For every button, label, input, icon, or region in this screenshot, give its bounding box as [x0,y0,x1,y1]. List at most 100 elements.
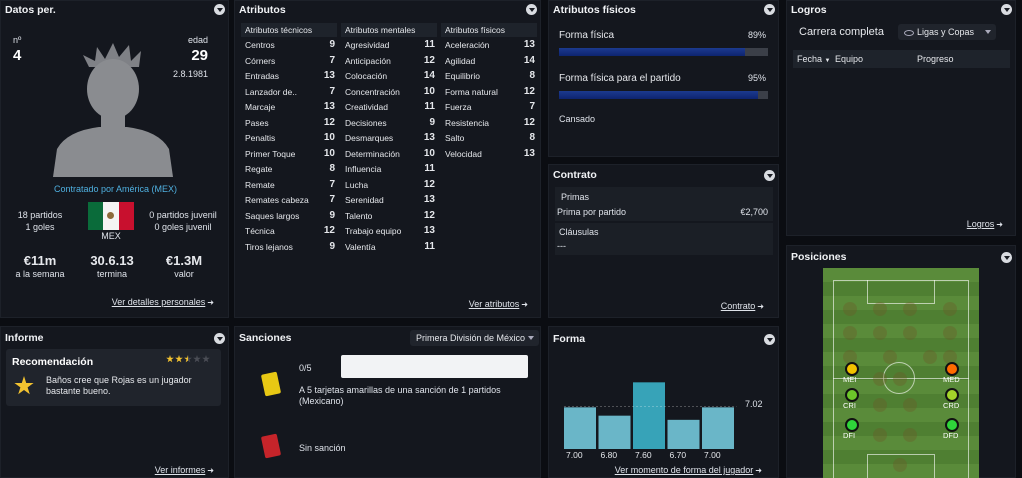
form-bar-label: 7.60 [635,450,652,460]
attribute-name: Salto [445,133,465,143]
attribute-name: Primer Toque [245,148,296,159]
red-card-text: Sin sanción [299,443,346,453]
attribute-row: Resistencia 12 [441,115,537,131]
sort-down-icon: ▼ [824,58,831,64]
attribute-row: Remate 7 [241,177,337,193]
eye-icon [904,29,914,36]
attribute-name: Aceleración [445,40,490,50]
attribute-value: 7 [329,85,335,97]
attribute-row: Equilibrio 8 [441,68,537,84]
view-attributes-link[interactable]: Ver atributos ➜ [468,299,528,309]
arrow-right-icon: ➜ [996,220,1003,229]
attribute-row: Agilidad 14 [441,53,537,69]
attribute-name: Saques largos [245,210,300,221]
attribute-value: 10 [423,147,435,159]
league-dropdown[interactable]: Primera División de México [410,330,539,346]
attribute-value: 10 [323,132,335,143]
yellow-card-icon [260,371,282,397]
attribute-name: Talento [345,210,373,221]
attribute-name: Regate [245,164,273,174]
attribute-value: 9 [329,240,335,252]
arrow-right-icon: ➜ [521,300,528,309]
attribute-value: 10 [423,85,435,97]
position-marker[interactable] [945,418,959,432]
collapse-icon[interactable] [1001,252,1012,263]
collapse-icon[interactable] [214,4,225,15]
form-link[interactable]: Ver momento de forma del jugador ➜ [614,465,762,475]
col-equipo[interactable]: Equipo [835,54,864,64]
reports-link[interactable]: Ver informes ➜ [154,465,214,475]
attribute-name: Entradas [245,71,280,81]
collapse-icon[interactable] [764,4,775,15]
attribute-row: Forma natural 12 [441,84,537,100]
recommendation-text: Baños cree que Rojas es un jugador basta… [46,375,192,396]
form-bar[interactable] [564,407,596,449]
report-panel: Informe Recomendación Baños cree que Roj… [0,326,229,478]
form-bar[interactable] [633,382,665,449]
nation-code: MEX [101,231,121,241]
career-scope: Carrera completa [799,26,884,38]
attribute-value: 8 [329,163,335,174]
personal-details-link[interactable]: Ver detalles personales ➜ [111,297,214,307]
attribute-value: 12 [423,178,435,190]
attribute-row: Creatividad 11 [341,99,437,115]
collapse-icon[interactable] [214,333,225,344]
attribute-row: Remates cabeza 7 [241,192,337,208]
attribute-name: Resistencia [445,117,489,128]
fitness-percent: 89% [747,30,766,40]
attribute-row: Córners 7 [241,53,337,69]
attribute-value: 9 [329,39,335,50]
attribute-value: 7 [329,54,335,66]
position-marker[interactable] [845,362,859,376]
physical-header: Atributos físicos [441,23,537,37]
achievements-link[interactable]: Logros ➜ [966,219,1003,229]
attribute-name: Lanzador de.. [245,86,297,97]
form-average: 7.02 [745,399,763,409]
collapse-icon[interactable] [764,170,775,181]
position-marker[interactable] [945,362,959,376]
mexico-flag-icon [88,202,134,230]
matches: 18 partidos [17,210,63,220]
position-marker[interactable] [845,388,859,402]
arrow-right-icon: ➜ [755,466,762,475]
report-title: Informe [5,332,44,344]
collapse-icon[interactable] [1001,4,1012,15]
collapse-icon[interactable] [526,4,537,15]
attribute-row: Saques largos 9 [241,208,337,224]
form-bar[interactable] [702,407,734,449]
mental-header: Atributos mentales [341,23,437,37]
attribute-row: Fuerza 7 [441,99,537,115]
form-bar[interactable] [598,415,631,449]
attribute-row: Entradas 13 [241,68,337,84]
clauses-value: --- [557,241,566,251]
attribute-name: Velocidad [445,148,482,159]
number-label: nº [13,35,22,45]
attribute-name: Decisiones [345,117,387,128]
dob: 2.8.1981 [172,69,208,79]
attribute-value: 8 [529,70,535,81]
attribute-row: Determinación 10 [341,146,437,162]
attribute-value: 12 [423,209,435,221]
attribute-name: Córners [245,55,276,66]
col-fecha[interactable]: Fecha ▼ [797,54,831,64]
position-label: MEI [843,375,857,384]
attribute-value: 12 [523,116,535,128]
attribute-name: Concentración [345,86,400,97]
attribute-row: Regate 8 [241,161,337,177]
contract-link[interactable]: Contrato ➜ [720,301,764,311]
contract-expires: 30.6.13 [90,253,134,268]
attribute-value: 7 [329,194,335,205]
atributos-title: Atributos [239,4,286,16]
position-marker[interactable] [845,418,859,432]
attribute-value: 13 [523,39,535,50]
attribute-value: 12 [523,85,535,97]
form-bar[interactable] [667,419,700,449]
competition-filter-dropdown[interactable]: Ligas y Copas [898,24,996,40]
attribute-row: Serenidad 13 [341,192,437,208]
col-progreso[interactable]: Progreso [917,54,954,64]
star-rating [166,355,211,366]
attribute-value: 13 [523,147,535,159]
attribute-row: Lanzador de.. 7 [241,84,337,100]
position-marker[interactable] [945,388,959,402]
collapse-icon[interactable] [764,334,775,345]
